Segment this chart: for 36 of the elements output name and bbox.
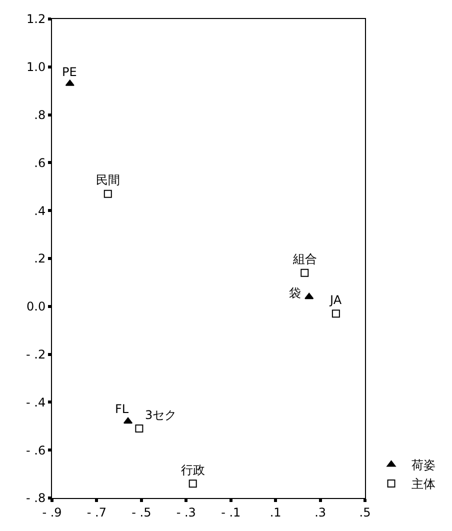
y-tick-label: .4 (34, 204, 46, 218)
y-tick-label: - .6 (26, 443, 46, 458)
x-tick-label: .1 (270, 505, 282, 520)
point (104, 190, 112, 198)
point (135, 424, 144, 433)
y-tick-label: .8 (34, 108, 46, 122)
x-tick-label: - .9 (42, 505, 62, 520)
point (123, 417, 133, 424)
x-tick-label: - .3 (176, 505, 196, 520)
y-tick-label: 0.0 (26, 300, 46, 314)
x-tick-label: - .5 (132, 505, 152, 520)
x-tick-label: .5 (359, 505, 371, 520)
annotation: 組合 (292, 252, 317, 266)
annotation: 民間 (96, 173, 120, 187)
legend-label: 主体 (411, 477, 436, 492)
x-tick-label: .3 (314, 505, 326, 520)
annotation: JA (329, 293, 342, 307)
y-tick-label: - .8 (26, 491, 46, 506)
point (188, 480, 197, 488)
y-tick-label: 1.2 (26, 12, 46, 26)
x-tick-label: - .7 (86, 505, 107, 520)
annotation: 行政 (181, 463, 205, 477)
y-tick-label: 1.0 (26, 60, 46, 74)
annotation: PE (62, 65, 77, 79)
y-tick-label: .2 (34, 252, 46, 266)
y-tick-label: - .4 (26, 395, 46, 410)
annotation: 3セク (145, 408, 177, 422)
point (332, 310, 340, 318)
x-tick-label: - .1 (221, 505, 241, 520)
point (304, 292, 314, 300)
annotation: FL (115, 402, 129, 416)
y-tick-label: - .2 (26, 348, 46, 362)
point (300, 268, 309, 277)
y-tick-label: .6 (34, 156, 46, 170)
annotation: 袋 (289, 286, 301, 300)
legend-label: 荷姿 (411, 458, 436, 472)
